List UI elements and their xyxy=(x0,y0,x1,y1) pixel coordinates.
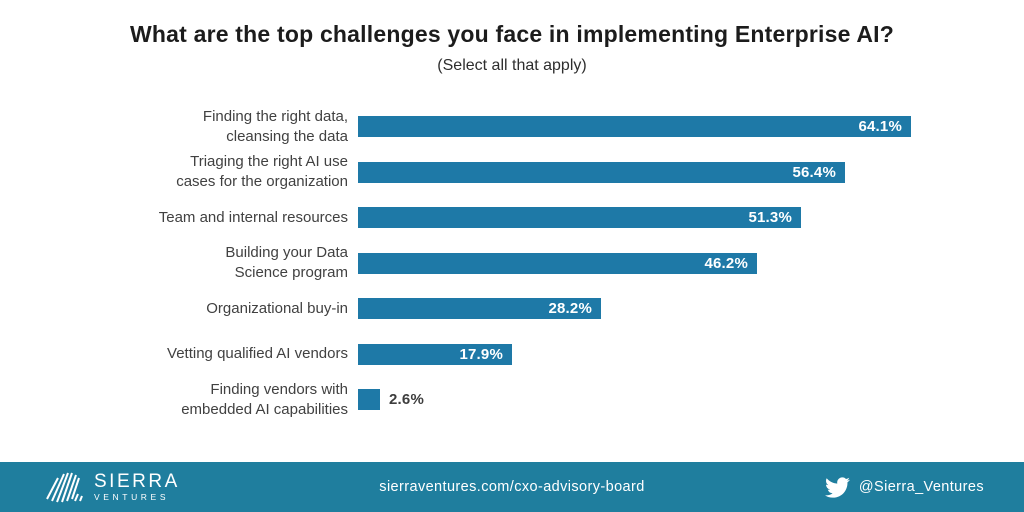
chart-row: Building your Data Science program 46.2% xyxy=(0,241,1024,287)
category-label: Finding the right data, cleansing the da… xyxy=(202,107,348,145)
category-label: Team and internal resources xyxy=(158,208,348,226)
footer-url: sierraventures.com/cxo-advisory-board xyxy=(379,479,645,495)
bar-value-label: 28.2% xyxy=(548,300,592,318)
bar-chart: Finding the right data, cleansing the da… xyxy=(0,104,1024,423)
category-label: Organizational buy-in xyxy=(206,299,348,317)
category-label: Building your Data Science program xyxy=(225,244,348,282)
bar-rows: Finding the right data, cleansing the da… xyxy=(0,104,1024,423)
bar-area: 51.3% xyxy=(358,207,1024,229)
chart-row: Finding vendors with embedded AI capabil… xyxy=(0,377,1024,423)
bar-area: 64.1% xyxy=(358,116,1024,138)
bar: 46.2% xyxy=(358,252,757,274)
twitter-bird-icon xyxy=(824,475,850,500)
bar-value-label: 64.1% xyxy=(858,118,902,136)
bar-value-label: 2.6% xyxy=(389,391,424,409)
chart-row: Vetting qualified AI vendors 17.9% xyxy=(0,332,1024,378)
chart-header: What are the top challenges you face in … xyxy=(0,21,1024,75)
bar-area: 56.4% xyxy=(358,161,1024,183)
bar-value-label: 46.2% xyxy=(704,254,748,272)
bar-value-label: 51.3% xyxy=(748,209,792,227)
bar: 56.4% xyxy=(358,161,845,183)
chart-row: Finding the right data, cleansing the da… xyxy=(0,104,1024,150)
bar-area: 46.2% xyxy=(358,252,1024,274)
category-label: Triaging the right AI use cases for the … xyxy=(176,153,348,191)
footer: SIERRA VENTURES sierraventures.com/cxo-a… xyxy=(0,462,1024,512)
bar: 64.1% xyxy=(358,116,911,138)
bar-area: 2.6% xyxy=(358,389,1024,411)
logo-ventures-text: VENTURES xyxy=(94,492,170,502)
logo-text: SIERRA VENTURES xyxy=(94,472,180,502)
bar-area: 17.9% xyxy=(358,343,1024,365)
twitter-handle: @Sierra_Ventures xyxy=(858,479,984,495)
category-label: Finding vendors with embedded AI capabil… xyxy=(181,380,348,418)
chart-subtitle: (Select all that apply) xyxy=(437,57,587,74)
hatch-lines-icon xyxy=(45,470,87,504)
bar-area: 28.2% xyxy=(358,298,1024,320)
bar-value-label: 17.9% xyxy=(459,345,503,363)
bar: 51.3% xyxy=(358,207,801,229)
chart-row: Triaging the right AI use cases for the … xyxy=(0,150,1024,196)
chart-row: Team and internal resources 51.3% xyxy=(0,195,1024,241)
category-label: Vetting qualified AI vendors xyxy=(167,345,348,363)
logo-sierra-text: SIERRA xyxy=(94,471,180,492)
bar: 28.2% xyxy=(358,298,601,320)
chart-row: Organizational buy-in 28.2% xyxy=(0,286,1024,332)
chart-title: What are the top challenges you face in … xyxy=(129,21,895,47)
bar-value-label: 56.4% xyxy=(792,163,836,181)
sierra-ventures-logo: SIERRA VENTURES xyxy=(45,470,180,504)
bar xyxy=(358,389,380,411)
twitter-attribution: @Sierra_Ventures xyxy=(824,475,984,500)
bar: 17.9% xyxy=(358,343,512,365)
